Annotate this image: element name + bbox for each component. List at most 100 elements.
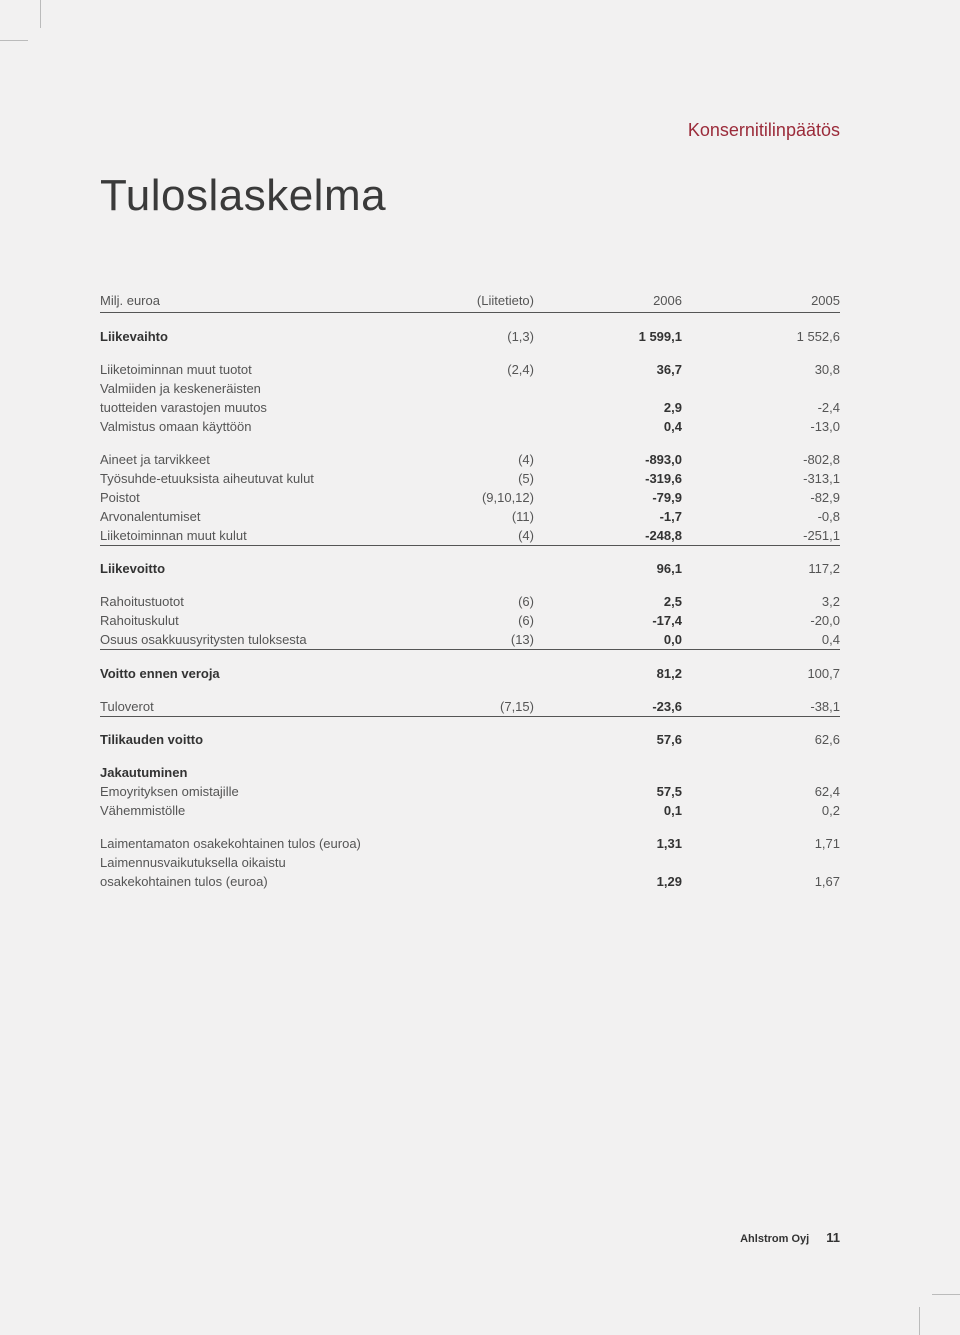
table-row: Rahoituskulut(6)-17,4-20,0 [100,611,840,630]
cell-label: Liiketoiminnan muut kulut [100,526,440,546]
cell-2006: 1,29 [544,872,692,891]
table-row: Valmiiden ja keskeneräisten [100,379,840,398]
table-row: Aineet ja tarvikkeet(4)-893,0-802,8 [100,450,840,469]
header-note: (Liitetieto) [440,291,544,313]
table-row: Laimentamaton osakekohtainen tulos (euro… [100,834,840,853]
cell-2005: 117,2 [692,559,840,578]
cell-label: Jakautuminen [100,763,440,782]
cell-2005: -38,1 [692,697,840,717]
cell-label: Vähemmistölle [100,801,440,820]
table-row [100,716,840,730]
cell-note: (6) [440,592,544,611]
cell-2005: 0,2 [692,801,840,820]
cell-label: Aineet ja tarvikkeet [100,450,440,469]
table-row [100,436,840,450]
cell-note [440,872,544,891]
cell-label: Tuloverot [100,697,440,717]
cell-label: Työsuhde-etuuksista aiheutuvat kulut [100,469,440,488]
cell-note [440,398,544,417]
cell-label: Rahoituskulut [100,611,440,630]
cell-label: Osuus osakkuusyritysten tuloksesta [100,630,440,650]
cell-note [440,782,544,801]
cell-label: Arvonalentumiset [100,507,440,526]
cell-2006: 0,1 [544,801,692,820]
cell-2006: -248,8 [544,526,692,546]
cell-2005: -2,4 [692,398,840,417]
table-row [100,346,840,360]
cell-note [440,559,544,578]
cell-2006: -319,6 [544,469,692,488]
table-row: Työsuhde-etuuksista aiheutuvat kulut(5)-… [100,469,840,488]
cell-2005: 1 552,6 [692,327,840,346]
cell-note: (9,10,12) [440,488,544,507]
cell-note: (2,4) [440,360,544,379]
cell-2005: -13,0 [692,417,840,436]
cell-2005: -82,9 [692,488,840,507]
cell-note: (6) [440,611,544,630]
cell-2005: 3,2 [692,592,840,611]
cell-2005: 0,4 [692,630,840,650]
cell-2005 [692,763,840,782]
table-row: Liiketoiminnan muut kulut(4)-248,8-251,1 [100,526,840,546]
cell-note: (4) [440,526,544,546]
cell-2006: 2,9 [544,398,692,417]
cell-label: Laimennusvaikutuksella oikaistu [100,853,440,872]
table-row: Tuloverot(7,15)-23,6-38,1 [100,697,840,717]
footer-company: Ahlstrom Oyj [740,1233,809,1245]
table-row: Emoyrityksen omistajille57,562,4 [100,782,840,801]
cell-note: (13) [440,630,544,650]
cell-2005: 30,8 [692,360,840,379]
table-row [100,749,840,763]
table-row: Laimennusvaikutuksella oikaistu [100,853,840,872]
cell-2006: -23,6 [544,697,692,717]
cell-2005: -251,1 [692,526,840,546]
cell-note [440,834,544,853]
cell-note [440,801,544,820]
table-row: Poistot(9,10,12)-79,9-82,9 [100,488,840,507]
table-row: osakekohtainen tulos (euroa) 1,291,67 [100,872,840,891]
cell-2005: 62,6 [692,730,840,749]
header-label: Milj. euroa [100,291,440,313]
table-row [100,683,840,697]
table-row: Rahoitustuotot(6)2,53,2 [100,592,840,611]
cell-label: Valmiiden ja keskeneräisten [100,379,440,398]
cell-label: osakekohtainen tulos (euroa) [100,872,440,891]
table-row: Arvonalentumiset(11)-1,7-0,8 [100,507,840,526]
cell-2006: 81,2 [544,664,692,683]
cell-2006: -79,9 [544,488,692,507]
page-footer: Ahlstrom Oyj 11 [740,1230,840,1245]
table-row: Valmistus omaan käyttöön0,4-13,0 [100,417,840,436]
section-label: Konsernitilinpäätös [100,120,840,141]
cell-label: Poistot [100,488,440,507]
cell-note: (4) [440,450,544,469]
cell-2006: 0,0 [544,630,692,650]
page-content: Konsernitilinpäätös Tuloslaskelma Milj. … [40,40,920,1295]
table-row: Liikevoitto96,1117,2 [100,559,840,578]
cell-label: Tilikauden voitto [100,730,440,749]
table-row [100,578,840,592]
cell-2005: 1,71 [692,834,840,853]
cell-2006 [544,379,692,398]
cell-2006 [544,763,692,782]
cell-2005: -0,8 [692,507,840,526]
cell-2005: 1,67 [692,872,840,891]
cell-label: Liikevoitto [100,559,440,578]
cell-2005: -802,8 [692,450,840,469]
header-2005: 2005 [692,291,840,313]
cell-2006: -893,0 [544,450,692,469]
cell-2006: 1 599,1 [544,327,692,346]
cell-note [440,417,544,436]
table-row: Vähemmistölle 0,10,2 [100,801,840,820]
table-row [100,650,840,664]
cell-2006: -1,7 [544,507,692,526]
cell-label: Laimentamaton osakekohtainen tulos (euro… [100,834,440,853]
cell-2005: -313,1 [692,469,840,488]
cell-note [440,763,544,782]
table-row: Liiketoiminnan muut tuotot(2,4)36,730,8 [100,360,840,379]
cell-2005: 100,7 [692,664,840,683]
table-row: Jakautuminen [100,763,840,782]
cell-note: (7,15) [440,697,544,717]
cell-2006: 57,6 [544,730,692,749]
page-title: Tuloslaskelma [100,171,840,221]
table-row: tuotteiden varastojen muutos2,9-2,4 [100,398,840,417]
